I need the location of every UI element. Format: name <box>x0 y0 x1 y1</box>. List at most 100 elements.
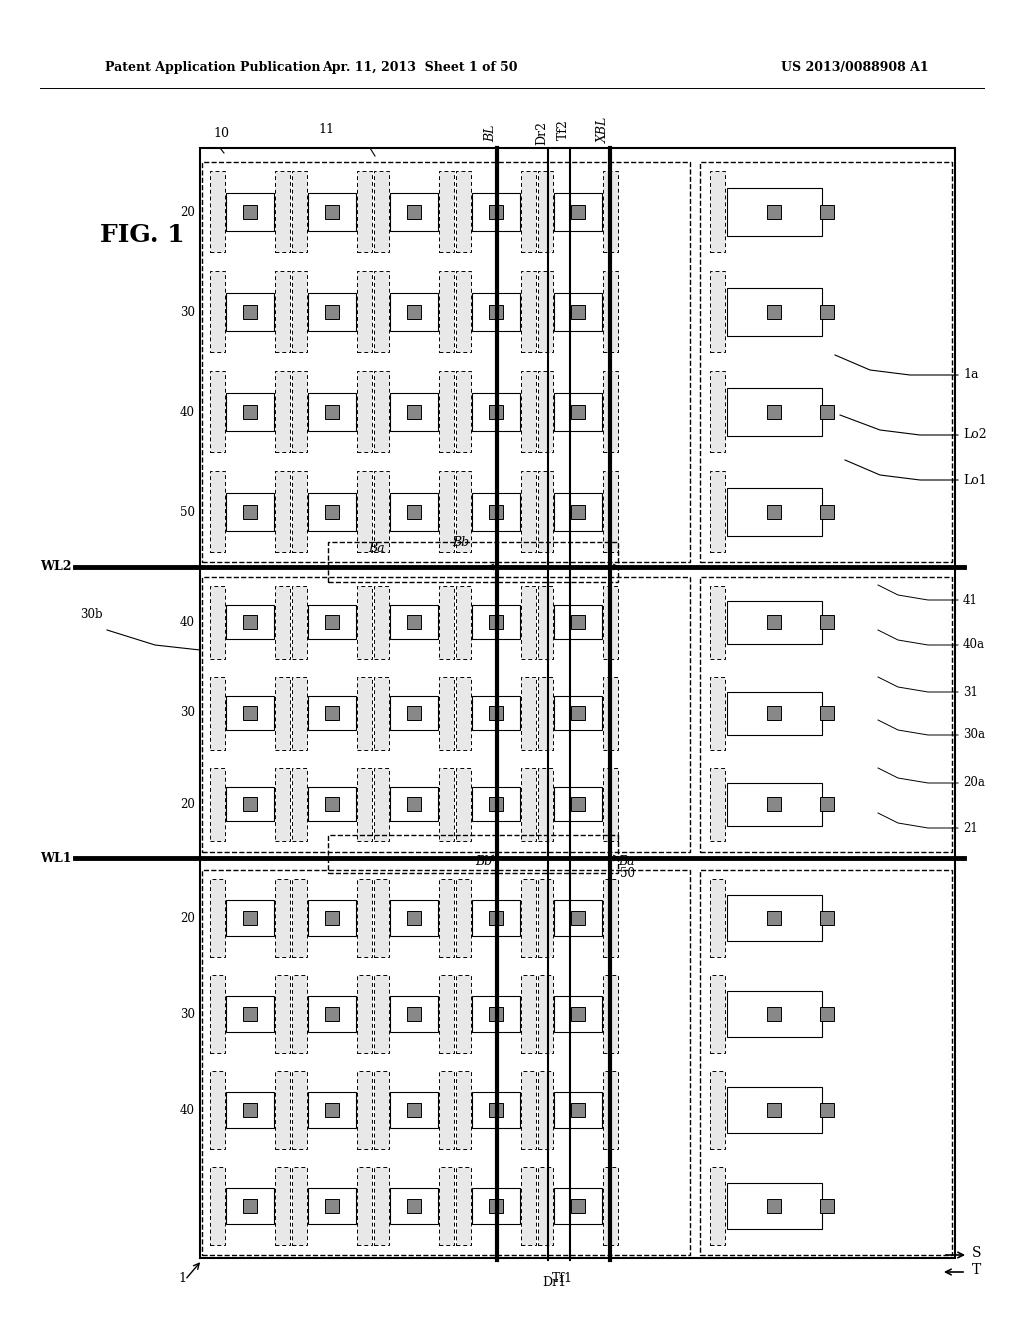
Bar <box>439 1071 454 1148</box>
Bar <box>820 1199 834 1213</box>
Bar <box>472 787 520 821</box>
Bar <box>554 1092 602 1129</box>
Bar <box>226 787 274 821</box>
Bar <box>325 797 339 810</box>
Bar <box>538 677 553 750</box>
Bar <box>727 692 822 735</box>
Bar <box>308 193 356 231</box>
Bar <box>710 975 725 1053</box>
Bar <box>439 768 454 841</box>
Bar <box>456 879 471 957</box>
Bar <box>226 900 274 936</box>
Bar <box>210 975 225 1053</box>
Text: 40a: 40a <box>963 639 985 652</box>
Bar <box>308 1092 356 1129</box>
Bar <box>210 768 225 841</box>
Bar <box>275 586 290 659</box>
Bar <box>357 371 372 451</box>
Bar <box>456 172 471 252</box>
Bar <box>292 1167 307 1245</box>
Bar <box>357 975 372 1053</box>
Text: 40: 40 <box>180 615 195 628</box>
Bar <box>439 172 454 252</box>
Bar <box>308 900 356 936</box>
Bar <box>374 471 389 552</box>
Bar <box>407 1199 421 1213</box>
Bar <box>472 393 520 432</box>
Bar <box>390 1188 438 1224</box>
Bar <box>357 271 372 352</box>
Bar <box>554 492 602 531</box>
Bar <box>243 911 257 925</box>
Bar <box>226 605 274 639</box>
Bar <box>390 787 438 821</box>
Bar <box>489 1104 503 1117</box>
Bar <box>226 997 274 1032</box>
Bar <box>328 836 618 873</box>
Bar <box>243 615 257 630</box>
Text: US 2013/0088908 A1: US 2013/0088908 A1 <box>781 62 929 74</box>
Bar <box>727 488 822 536</box>
Bar <box>210 471 225 552</box>
Bar <box>767 1007 781 1020</box>
Bar <box>325 305 339 319</box>
Bar <box>292 586 307 659</box>
Bar <box>554 900 602 936</box>
Bar <box>243 405 257 418</box>
Bar <box>538 879 553 957</box>
Bar <box>390 193 438 231</box>
Bar <box>571 911 585 925</box>
Bar <box>243 506 257 519</box>
Bar <box>374 271 389 352</box>
Bar <box>226 293 274 331</box>
Bar <box>538 1167 553 1245</box>
Text: WL2: WL2 <box>41 561 72 573</box>
Bar <box>308 605 356 639</box>
Bar <box>571 706 585 719</box>
Bar <box>325 706 339 719</box>
Bar <box>603 371 618 451</box>
Bar <box>243 1104 257 1117</box>
Bar <box>521 975 536 1053</box>
Bar <box>521 1167 536 1245</box>
Bar <box>275 371 290 451</box>
Bar <box>489 205 503 219</box>
Bar <box>243 1007 257 1020</box>
Bar <box>202 162 690 562</box>
Bar <box>571 797 585 810</box>
Bar <box>292 371 307 451</box>
Bar <box>472 696 520 730</box>
Bar <box>538 975 553 1053</box>
Bar <box>325 1199 339 1213</box>
Bar <box>538 371 553 451</box>
Bar <box>292 768 307 841</box>
Bar <box>292 677 307 750</box>
Text: 20: 20 <box>180 797 195 810</box>
Bar <box>710 471 725 552</box>
Bar <box>275 271 290 352</box>
Bar <box>521 172 536 252</box>
Bar <box>308 787 356 821</box>
Bar <box>226 1092 274 1129</box>
Bar <box>710 879 725 957</box>
Bar <box>571 405 585 418</box>
Bar <box>275 1167 290 1245</box>
Text: Apr. 11, 2013  Sheet 1 of 50: Apr. 11, 2013 Sheet 1 of 50 <box>323 62 518 74</box>
Bar <box>292 975 307 1053</box>
Bar <box>374 1071 389 1148</box>
Bar <box>390 293 438 331</box>
Bar <box>308 492 356 531</box>
Bar <box>727 991 822 1038</box>
Bar <box>472 492 520 531</box>
Bar <box>226 193 274 231</box>
Text: Lo2: Lo2 <box>963 429 987 441</box>
Bar <box>571 506 585 519</box>
Bar <box>210 677 225 750</box>
Bar <box>820 405 834 418</box>
Text: 40: 40 <box>180 405 195 418</box>
Bar <box>603 975 618 1053</box>
Bar <box>554 696 602 730</box>
Text: FIG. 1: FIG. 1 <box>100 223 184 247</box>
Bar <box>439 471 454 552</box>
Bar <box>439 586 454 659</box>
